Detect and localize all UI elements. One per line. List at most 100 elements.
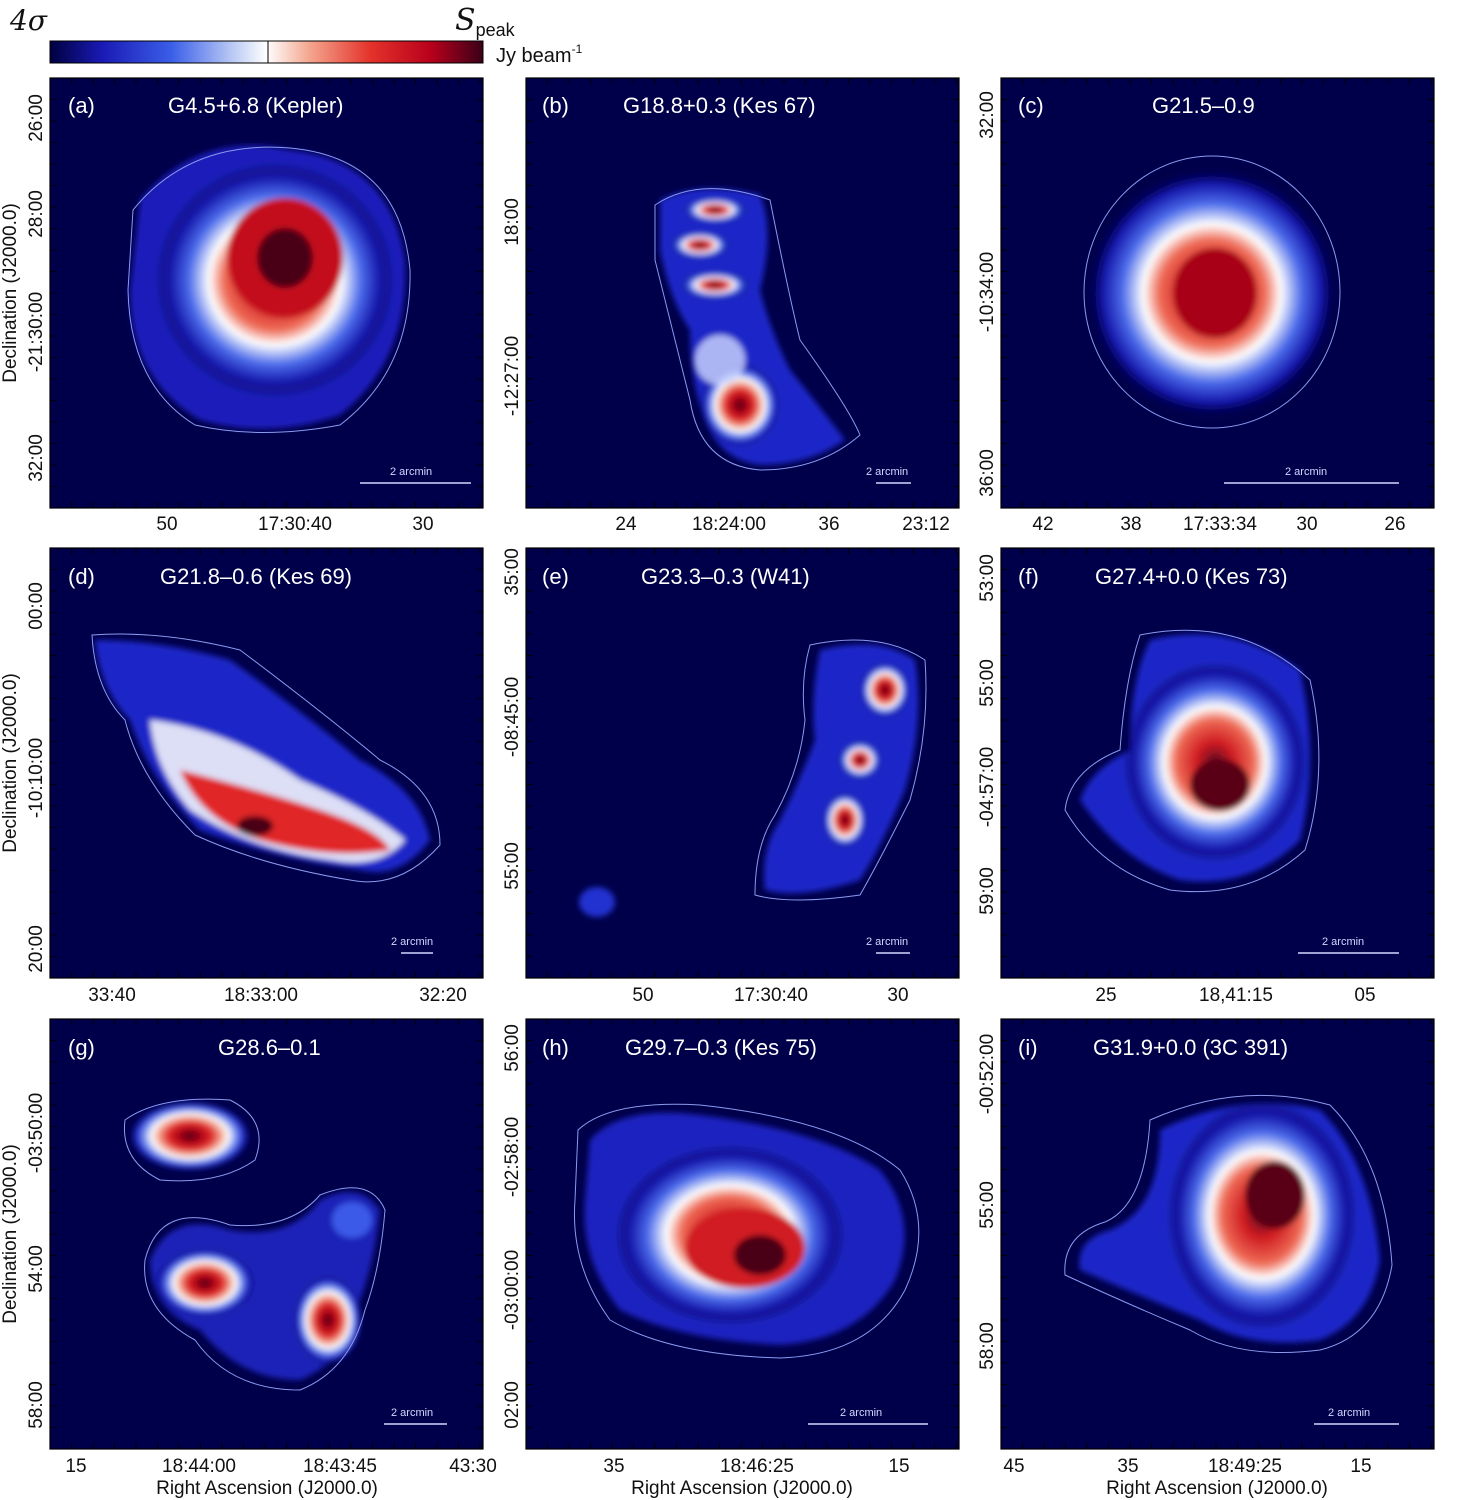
scale-bar-label: 2 arcmin bbox=[1322, 936, 1364, 948]
contour bbox=[654, 188, 861, 471]
panel-letter: (g) bbox=[68, 1035, 95, 1060]
emission-map bbox=[130, 145, 406, 429]
y-tick-label: 35:00 bbox=[502, 548, 523, 596]
panel-letter: (i) bbox=[1018, 1035, 1038, 1060]
panel-title: G28.6–0.1 bbox=[218, 1035, 321, 1060]
panel-c bbox=[1001, 78, 1434, 508]
panel-title: G29.7–0.3 (Kes 75) bbox=[625, 1035, 817, 1060]
scale-bar-label: 2 arcmin bbox=[391, 1407, 433, 1419]
x-tick-label: 15 bbox=[65, 1456, 86, 1477]
colorbar-min-label: 4σ bbox=[9, 4, 48, 37]
y-tick-label: -12:27:00 bbox=[502, 336, 523, 416]
dec-axis-name: Declination (J2000.0) bbox=[0, 673, 21, 853]
x-tick-label: 43:30 bbox=[449, 1456, 497, 1477]
y-tick-label: 28:00 bbox=[26, 190, 47, 238]
y-tick-label: 59:00 bbox=[977, 867, 998, 915]
panel-b bbox=[526, 78, 959, 508]
panel-title: G21.5–0.9 bbox=[1152, 93, 1255, 118]
y-tick-label: 55:00 bbox=[977, 659, 998, 707]
contour bbox=[1083, 155, 1341, 429]
y-tick-label: -03:50:00 bbox=[26, 1093, 47, 1173]
axis-names: Declination (J2000.0) Declination (J2000… bbox=[0, 203, 1328, 1499]
x-tick-label: 50 bbox=[156, 514, 177, 535]
contour bbox=[573, 1103, 920, 1359]
contour bbox=[123, 1098, 260, 1182]
x-tick-label: 33:40 bbox=[88, 985, 136, 1006]
panel-e bbox=[526, 548, 959, 978]
x-tick-label: 50 bbox=[632, 985, 653, 1006]
panel-title: G23.3–0.3 (W41) bbox=[641, 564, 810, 589]
panel-i bbox=[1001, 1019, 1434, 1449]
x-tick-label: 45 bbox=[1003, 1456, 1024, 1477]
panel-d bbox=[50, 548, 483, 978]
panel-letter: (b) bbox=[542, 93, 569, 118]
dec-axis-name: Declination (J2000.0) bbox=[0, 1144, 21, 1324]
x-tick-label: 15 bbox=[1350, 1456, 1371, 1477]
ra-axis-name: Right Ascension (J2000.0) bbox=[631, 1478, 853, 1499]
panel-letter: (d) bbox=[68, 564, 95, 589]
x-tick-label: 18:44:00 bbox=[162, 1456, 236, 1477]
y-tick-label: 02:00 bbox=[502, 1381, 523, 1429]
x-tick-label: 35 bbox=[1117, 1456, 1138, 1477]
emission-map bbox=[579, 644, 919, 917]
colorbar-unit: Jy beam-1 bbox=[496, 42, 583, 67]
emission-map bbox=[1080, 634, 1310, 882]
contour bbox=[91, 633, 441, 883]
panel-letter: (e) bbox=[542, 564, 569, 589]
x-tick-label: 35 bbox=[603, 1456, 624, 1477]
x-tick-label: 32:20 bbox=[419, 985, 467, 1006]
x-tick-label: 30 bbox=[412, 514, 433, 535]
y-tick-label: 32:00 bbox=[977, 91, 998, 139]
panel-letter: (c) bbox=[1018, 93, 1044, 118]
x-tick-label: 18,41:15 bbox=[1199, 985, 1273, 1006]
emission-map bbox=[128, 1100, 380, 1380]
y-tick-label: -02:58:00 bbox=[502, 1117, 523, 1197]
panel-titles: (a) G4.5+6.8 (Kepler) (b) G18.8+0.3 (Kes… bbox=[68, 93, 1288, 1060]
y-tick-label: 55:00 bbox=[502, 842, 523, 890]
y-tick-label: 36:00 bbox=[977, 449, 998, 497]
y-tick-labels: 26:00 28:00 -21:30:00 32:00 18:00 -12:27… bbox=[26, 91, 998, 1429]
scale-bar-label: 2 arcmin bbox=[1285, 466, 1327, 478]
scale-bars: 2 arcmin 2 arcmin 2 arcmin 2 arcmin 2 ar… bbox=[360, 466, 1399, 1425]
x-tick-label: 38 bbox=[1120, 514, 1141, 535]
panel-title: G18.8+0.3 (Kes 67) bbox=[623, 93, 816, 118]
contour bbox=[1064, 629, 1320, 893]
panel-h bbox=[526, 1019, 959, 1449]
y-tick-label: 58:00 bbox=[26, 1381, 47, 1429]
y-tick-label: -00:52:00 bbox=[977, 1034, 998, 1114]
x-tick-label: 18:24:00 bbox=[692, 514, 766, 535]
panel-title: G4.5+6.8 (Kepler) bbox=[168, 93, 343, 118]
scale-bar-label: 2 arcmin bbox=[840, 1407, 882, 1419]
x-tick-label: 17:30:40 bbox=[734, 985, 808, 1006]
panel-f bbox=[1001, 548, 1434, 978]
x-tick-label: 23:12 bbox=[902, 514, 950, 535]
contour bbox=[1064, 1094, 1393, 1353]
y-tick-label: 32:00 bbox=[26, 434, 47, 482]
y-tick-label: -08:45:00 bbox=[502, 677, 523, 757]
panel-letter: (a) bbox=[68, 93, 95, 118]
x-tick-label: 18:43:45 bbox=[303, 1456, 377, 1477]
scale-bar-label: 2 arcmin bbox=[1328, 1407, 1370, 1419]
x-tick-label: 24 bbox=[615, 514, 637, 535]
contour bbox=[144, 1187, 386, 1391]
contour bbox=[754, 639, 927, 901]
y-tick-label: 53:00 bbox=[977, 554, 998, 602]
x-tick-label: 18:33:00 bbox=[224, 985, 298, 1006]
emission-map bbox=[660, 188, 845, 466]
tick-marks bbox=[50, 78, 1434, 1449]
x-tick-label: 30 bbox=[887, 985, 908, 1006]
scale-bar-label: 2 arcmin bbox=[391, 936, 433, 948]
y-tick-label: -04:57:00 bbox=[977, 747, 998, 827]
y-tick-label: -10:34:00 bbox=[977, 252, 998, 332]
x-tick-labels: 50 17:30:40 30 24 18:24:00 36 23:12 42 3… bbox=[65, 514, 1405, 1477]
emission-map bbox=[1087, 168, 1337, 418]
y-tick-label: 58:00 bbox=[977, 1322, 998, 1370]
y-tick-label: 00:00 bbox=[26, 582, 47, 630]
x-tick-label: 17:33:34 bbox=[1183, 514, 1257, 535]
x-tick-label: 05 bbox=[1354, 985, 1375, 1006]
x-tick-label: 36 bbox=[818, 514, 839, 535]
x-tick-label: 15 bbox=[888, 1456, 909, 1477]
contour bbox=[127, 146, 411, 433]
panel-title: G21.8–0.6 (Kes 69) bbox=[160, 564, 352, 589]
panel-a bbox=[50, 78, 483, 508]
